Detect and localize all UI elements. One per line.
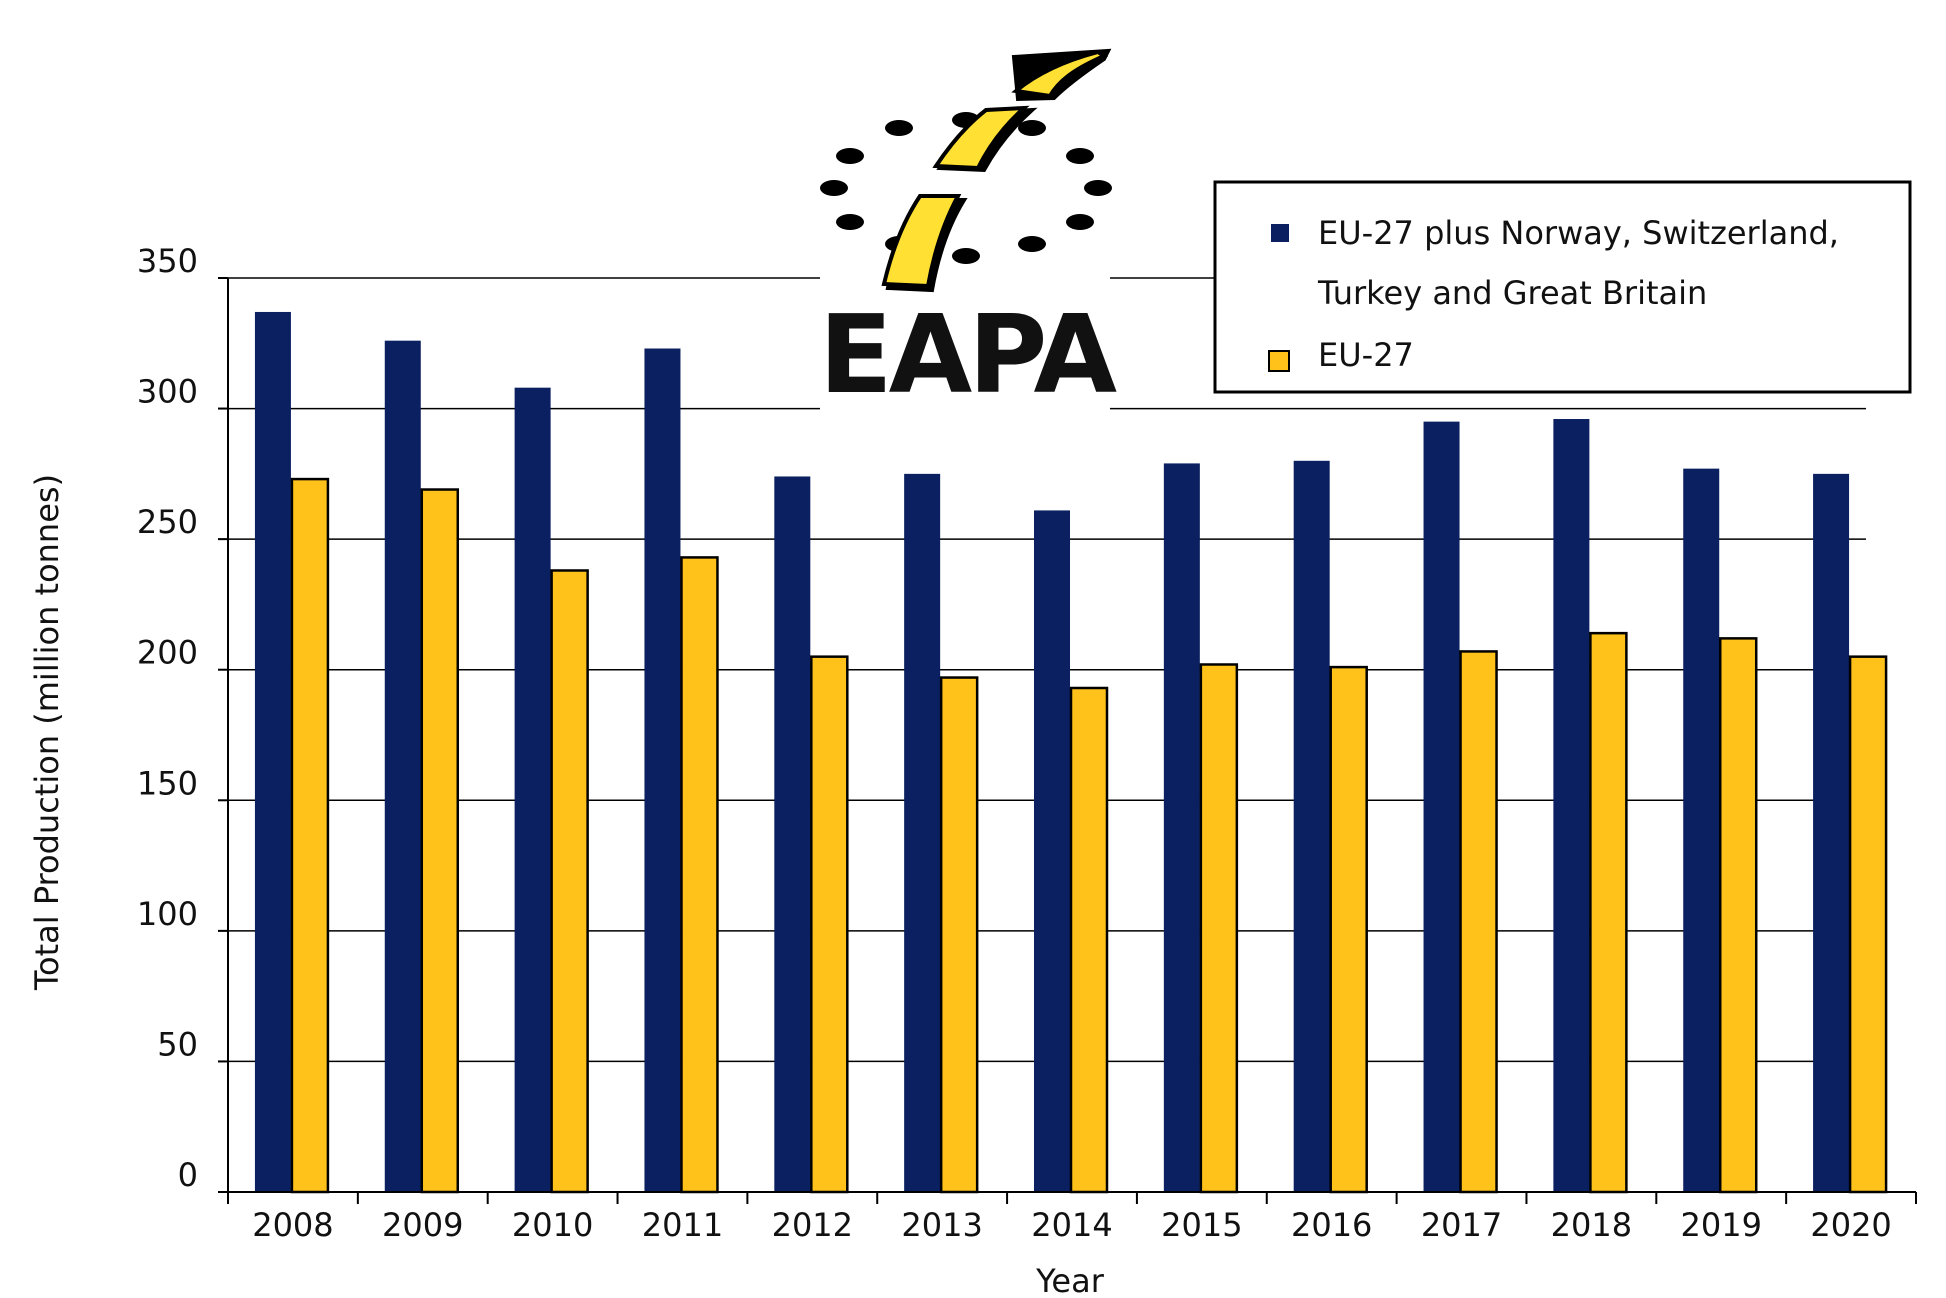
logo-dot	[1066, 214, 1094, 230]
bar-series-2-2018	[1589, 631, 1628, 1194]
logo-dot	[1066, 148, 1094, 164]
legend: EU-27 plus Norway, Switzerland, Turkey a…	[1213, 180, 1912, 394]
y-tick-label: 200	[137, 634, 198, 672]
bar-series-1-2017	[1423, 421, 1460, 1193]
logo-dot	[885, 120, 913, 136]
logo-stripe	[932, 105, 1030, 171]
y-tick-labels: 0 50 100 150 200 250 300 350	[137, 242, 198, 1194]
bar-series-2-2009	[420, 488, 460, 1194]
y-tick-label: 50	[157, 1025, 198, 1063]
legend-label-series-2: EU-27	[1318, 336, 1414, 374]
logo-dot	[820, 180, 848, 196]
bars	[254, 311, 1888, 1194]
bar-series-1-2013	[904, 473, 941, 1192]
bar-series-2-2012	[810, 655, 849, 1194]
x-tick-labels: 2008 2009 2010 2011 2012 2013 2014 2015 2016 2017…	[252, 1206, 1892, 1244]
legend-label-series-1-line-2: Turkey and Great Britain	[1317, 274, 1707, 312]
bar-series-1-2010	[514, 387, 551, 1192]
logo-dot	[836, 148, 864, 164]
x-tick-label: 2013	[901, 1206, 982, 1244]
bar-series-2-2014	[1069, 686, 1109, 1194]
bar-series-2-2013	[939, 676, 979, 1194]
logo-dot	[836, 214, 864, 230]
bar-series-2-2017	[1459, 650, 1498, 1194]
x-tick-label: 2018	[1551, 1206, 1632, 1244]
x-tick-label: 2008	[252, 1206, 333, 1244]
legend-box	[1213, 180, 1912, 394]
legend-swatch-series-1	[1271, 224, 1289, 242]
logo-star-dots	[820, 112, 1112, 264]
y-tick-label: 150	[137, 764, 198, 802]
bar-series-2-2015	[1199, 663, 1239, 1194]
logo-dot	[1018, 120, 1046, 136]
bar-series-2-2020	[1848, 655, 1888, 1194]
x-tick-label: 2015	[1161, 1206, 1242, 1244]
x-tick-label: 2020	[1810, 1206, 1891, 1244]
bar-series-2-2010	[550, 569, 589, 1194]
logo-stripe	[881, 194, 962, 289]
logo-dot	[1084, 180, 1112, 196]
y-axis-title: Total Production (million tonnes)	[28, 474, 66, 991]
x-tick-label: 2014	[1031, 1206, 1112, 1244]
bar-series-1-2018	[1553, 419, 1590, 1192]
logo-road-stripes	[881, 48, 1112, 293]
bar-series-1-2015	[1163, 463, 1200, 1192]
bar-series-1-2012	[774, 476, 811, 1192]
bar-series-1-2020	[1813, 473, 1850, 1192]
bar-series-1-2016	[1293, 460, 1330, 1192]
x-tick-label: 2012	[772, 1206, 853, 1244]
logo-wordmark: EAPA	[819, 293, 1118, 418]
legend-label-series-1-line-1: EU-27 plus Norway, Switzerland,	[1318, 214, 1839, 252]
bar-series-1-2011	[644, 348, 681, 1193]
bar-series-1-2009	[384, 340, 421, 1192]
bar-series-2-2008	[290, 477, 330, 1194]
x-tick-label: 2016	[1291, 1206, 1372, 1244]
x-tick-label: 2019	[1681, 1206, 1762, 1244]
x-tick-label: 2011	[642, 1206, 723, 1244]
bar-series-1-2019	[1683, 468, 1720, 1192]
logo-dot	[952, 248, 980, 264]
bar-series-2-2019	[1718, 637, 1758, 1194]
eapa-logo: EAPA	[819, 40, 1122, 418]
bar-series-2-2011	[680, 556, 719, 1194]
x-tick-label: 2009	[382, 1206, 463, 1244]
y-tick-label: 300	[137, 373, 198, 411]
y-tick-label: 0	[178, 1156, 198, 1194]
bar-series-2-2016	[1329, 665, 1368, 1194]
legend-swatch-series-2	[1268, 350, 1290, 372]
logo-background	[820, 40, 1110, 410]
bar-series-1-2008	[254, 311, 291, 1192]
axes	[218, 277, 1917, 1204]
logo-stripe	[1011, 49, 1109, 99]
x-axis-title: Year	[1035, 1262, 1105, 1298]
x-tick-label: 2017	[1421, 1206, 1502, 1244]
logo-dot	[1018, 236, 1046, 252]
y-tick-label: 350	[137, 242, 198, 280]
bar-series-1-2014	[1034, 510, 1070, 1193]
y-tick-label: 250	[137, 503, 198, 541]
y-tick-label: 100	[137, 895, 198, 933]
x-tick-label: 2010	[512, 1206, 593, 1244]
